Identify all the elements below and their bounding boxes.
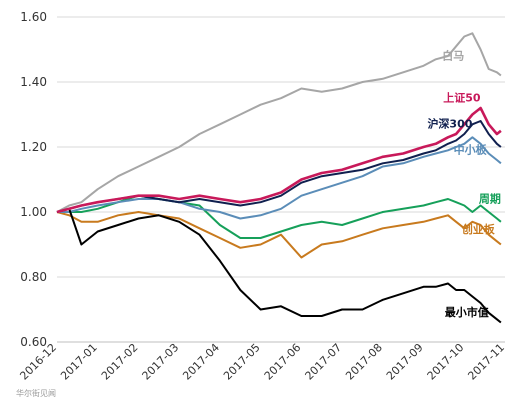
x-tick-label: 2017-07 — [303, 341, 345, 383]
y-tick-label: 1.20 — [20, 140, 47, 154]
series-line — [56, 207, 502, 324]
series-label: 最小市值 — [445, 305, 489, 319]
x-tick-label: 2017-11 — [465, 341, 507, 383]
x-tick-label: 2017-05 — [221, 341, 263, 383]
series-label: 白马 — [442, 48, 464, 62]
series-label: 周期 — [479, 191, 501, 205]
series-lines — [56, 32, 502, 324]
y-tick-label: 0.80 — [20, 270, 47, 284]
x-tick-label: 2017-03 — [140, 341, 182, 383]
x-tick-label: 2017-10 — [425, 341, 467, 383]
y-tick-label: 1.60 — [20, 10, 47, 24]
x-axis-ticks: 2016-12 2017-01 2017-02 2017-03 2017-04 2017-… — [17, 341, 507, 383]
x-tick-label: 2017-01 — [58, 341, 100, 383]
x-tick-label: 2017-09 — [384, 341, 426, 383]
x-tick-label: 2017-06 — [262, 341, 304, 383]
series-label: 中小板 — [454, 143, 488, 157]
y-axis-ticks: 0.60 0.80 1.00 1.20 1.40 1.60 — [20, 10, 47, 349]
y-tick-label: 1.00 — [20, 205, 47, 219]
series-line — [56, 32, 502, 213]
series-line — [57, 136, 502, 220]
x-tick-label: 2017-02 — [99, 341, 141, 383]
watermark-text: 华尔街见闻 — [16, 388, 56, 398]
x-tick-label: 2017-08 — [343, 341, 385, 383]
y-tick-label: 1.40 — [20, 75, 47, 89]
y-tick-label: 0.60 — [20, 335, 47, 349]
series-label: 上证50 — [443, 91, 481, 105]
series-label: 创业板 — [461, 222, 496, 236]
gridlines — [57, 16, 505, 343]
series-line — [56, 106, 502, 214]
series-line — [56, 211, 502, 259]
series-label: 沪深300 — [427, 117, 472, 131]
x-tick-label: 2017-04 — [180, 341, 222, 383]
